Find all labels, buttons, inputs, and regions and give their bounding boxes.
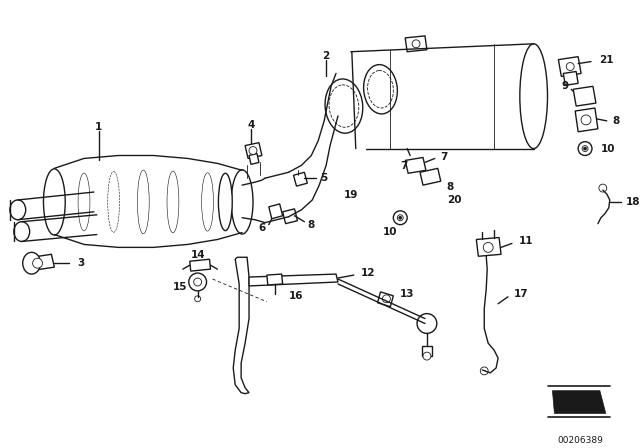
Text: 00206389: 00206389	[557, 435, 603, 444]
Polygon shape	[378, 292, 394, 307]
Text: 17: 17	[514, 289, 529, 299]
Text: 1: 1	[95, 122, 102, 132]
Text: 6: 6	[259, 223, 266, 233]
Circle shape	[383, 295, 390, 303]
Ellipse shape	[329, 85, 359, 127]
Ellipse shape	[367, 70, 394, 108]
Polygon shape	[476, 237, 501, 256]
Circle shape	[399, 216, 402, 219]
Text: 14: 14	[190, 250, 205, 260]
Circle shape	[412, 40, 420, 48]
Circle shape	[483, 242, 493, 252]
Text: 5: 5	[321, 173, 328, 183]
Text: 16: 16	[289, 291, 303, 301]
Circle shape	[599, 184, 607, 192]
Polygon shape	[405, 157, 426, 173]
Ellipse shape	[202, 173, 214, 231]
Polygon shape	[552, 391, 606, 414]
Circle shape	[194, 278, 202, 286]
Circle shape	[397, 215, 403, 221]
Text: 21: 21	[599, 55, 613, 65]
Polygon shape	[575, 108, 598, 132]
Circle shape	[581, 115, 591, 125]
Ellipse shape	[10, 200, 26, 220]
Text: 10: 10	[383, 227, 397, 237]
Polygon shape	[422, 346, 432, 356]
Text: 9: 9	[561, 81, 568, 91]
Text: 12: 12	[361, 268, 375, 278]
Text: 7: 7	[400, 161, 407, 171]
Ellipse shape	[364, 65, 397, 114]
Text: 10: 10	[601, 143, 616, 154]
Circle shape	[566, 63, 574, 70]
Circle shape	[423, 352, 431, 360]
Polygon shape	[573, 86, 596, 106]
Polygon shape	[31, 254, 54, 270]
Polygon shape	[405, 36, 427, 52]
Circle shape	[195, 296, 200, 302]
Polygon shape	[558, 56, 581, 77]
Ellipse shape	[520, 44, 547, 149]
Polygon shape	[283, 209, 298, 224]
Polygon shape	[233, 257, 249, 394]
Text: 18: 18	[625, 197, 640, 207]
Circle shape	[417, 314, 437, 333]
Circle shape	[33, 258, 42, 268]
Ellipse shape	[231, 170, 253, 234]
Polygon shape	[267, 274, 283, 285]
Polygon shape	[269, 204, 283, 219]
Text: 8: 8	[612, 116, 620, 126]
Ellipse shape	[218, 173, 232, 231]
Circle shape	[584, 147, 586, 150]
Text: 3: 3	[77, 258, 84, 268]
Ellipse shape	[78, 173, 90, 231]
Text: 7: 7	[440, 152, 447, 163]
Ellipse shape	[14, 222, 29, 241]
Text: 20: 20	[447, 195, 462, 205]
Ellipse shape	[23, 252, 40, 274]
Ellipse shape	[325, 79, 363, 133]
Polygon shape	[563, 72, 578, 85]
Circle shape	[189, 273, 207, 291]
Polygon shape	[189, 259, 211, 271]
Polygon shape	[294, 172, 307, 186]
Circle shape	[249, 146, 257, 155]
Polygon shape	[249, 154, 259, 164]
Ellipse shape	[108, 172, 120, 233]
Text: 4: 4	[247, 120, 255, 130]
Polygon shape	[420, 168, 441, 185]
Ellipse shape	[167, 171, 179, 233]
Text: 19: 19	[344, 190, 358, 200]
Text: 11: 11	[519, 237, 533, 246]
Circle shape	[394, 211, 407, 224]
Text: 15: 15	[173, 282, 187, 292]
Text: 13: 13	[400, 289, 415, 299]
Circle shape	[578, 142, 592, 155]
Polygon shape	[249, 274, 338, 286]
Text: 8: 8	[308, 220, 315, 230]
Text: 8: 8	[447, 182, 454, 192]
Text: 2: 2	[323, 51, 330, 60]
Ellipse shape	[44, 169, 65, 235]
Circle shape	[480, 367, 488, 375]
Ellipse shape	[138, 170, 149, 234]
Polygon shape	[245, 142, 262, 159]
Circle shape	[582, 146, 588, 151]
